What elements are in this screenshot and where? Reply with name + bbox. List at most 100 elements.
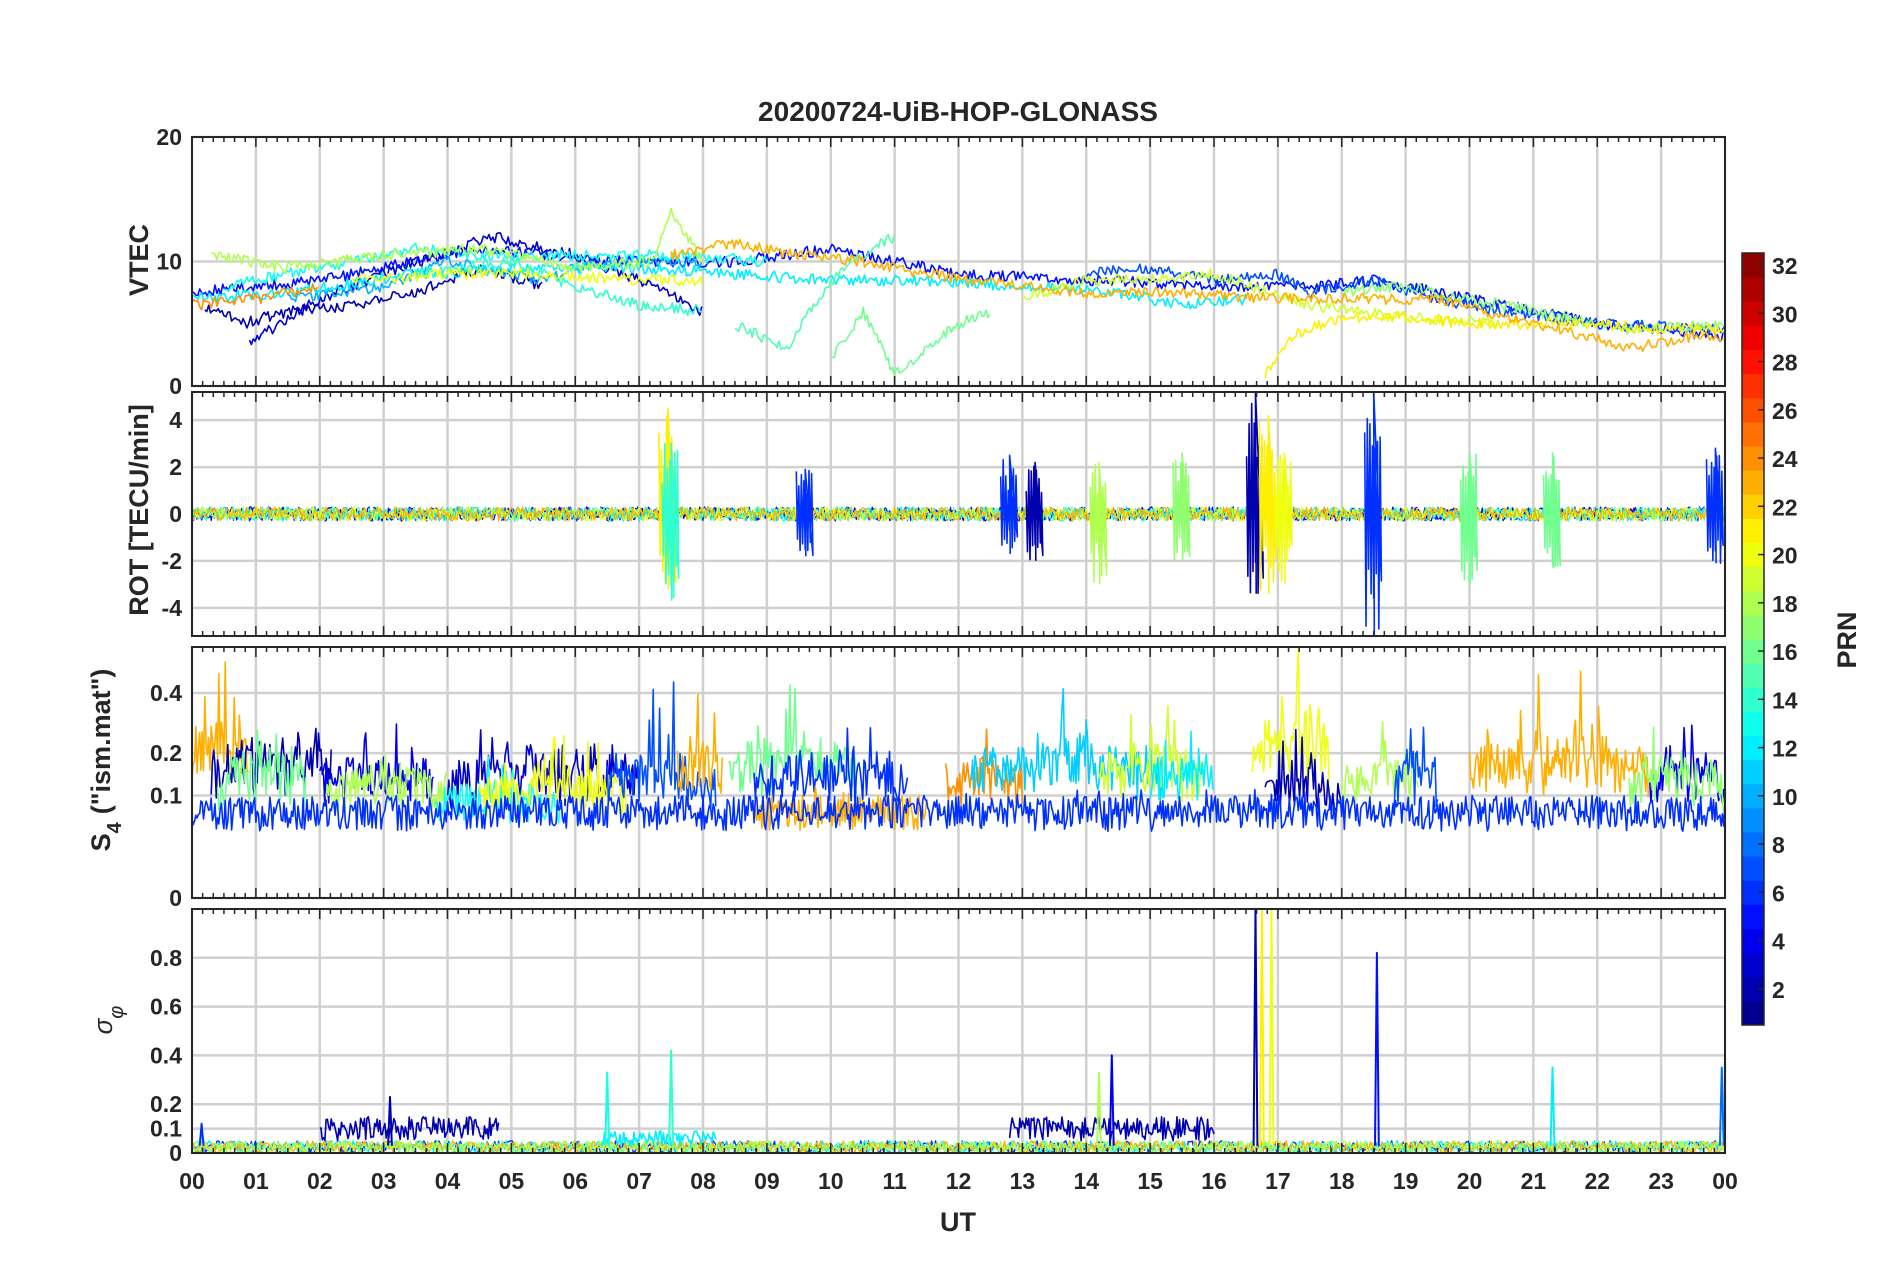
- vtec-line-prn-15: [734, 233, 895, 351]
- colorbar-swatch: [1742, 1000, 1764, 1026]
- x-tick-label: 04: [435, 1168, 461, 1194]
- sigma-spike-prn-18: [1096, 1071, 1102, 1146]
- vtec-series: [191, 207, 1726, 379]
- sigma-phi-series: [191, 908, 1725, 1154]
- colorbar-tick-label: 28: [1772, 350, 1798, 376]
- sigma-spike-prn-8: [1718, 1066, 1725, 1146]
- colorbar-swatch: [1742, 277, 1764, 302]
- vtec-line-prn-16: [830, 306, 991, 376]
- colorbar-swatch: [1742, 687, 1764, 712]
- s4-line-prn-23: [1468, 670, 1650, 798]
- s4-line-prn-12: [1149, 730, 1215, 801]
- colorbar-swatch: [1742, 542, 1764, 568]
- y-tick-label: 0.8: [150, 945, 182, 971]
- colorbar-swatch: [1742, 928, 1764, 954]
- rot-burst-prn-6: [999, 454, 1019, 554]
- s4-line-prn-2: [1264, 728, 1343, 814]
- colorbar-swatch: [1742, 639, 1764, 664]
- vtec-line-prn-14: [414, 256, 702, 317]
- y-tick-label: 0: [169, 501, 182, 527]
- rot-burst-prn-6: [1363, 391, 1383, 637]
- x-tick-label: 14: [1073, 1168, 1099, 1194]
- s4-line-prn-19: [1098, 705, 1202, 803]
- vtec-line-prn-3: [248, 232, 703, 346]
- y-tick-label: 0.2: [150, 740, 182, 766]
- colorbar-swatch: [1742, 783, 1764, 809]
- vtec-line-prn-19: [1021, 268, 1501, 330]
- s4-subscript: 4: [104, 821, 126, 833]
- x-axis: 00 01 02 03 04 05 06 07 08 09 10 11 12 13 14 15 16 17 18 19…: [179, 1168, 1738, 1194]
- x-tick-label: 08: [690, 1168, 716, 1194]
- x-tick-label: 23: [1648, 1168, 1674, 1194]
- vtec-line-prn-18: [210, 207, 703, 274]
- colorbar-swatch: [1742, 856, 1764, 881]
- x-tick-label: 18: [1329, 1168, 1355, 1194]
- colorbar-tick-label: 8: [1772, 832, 1785, 858]
- colorbar-tick-label: 32: [1772, 253, 1798, 279]
- y-tick-label: 0.1: [150, 1116, 182, 1142]
- axes-box: [191, 136, 1726, 387]
- colorbar-tick-label: 16: [1772, 639, 1798, 665]
- s4-series: [191, 647, 1726, 833]
- colorbar-label: PRN: [1832, 611, 1862, 668]
- vtec-line-prn-12: [191, 261, 1247, 310]
- colorbar-swatch: [1742, 301, 1764, 326]
- sigma-segment-prn-2: [1008, 1116, 1215, 1142]
- colorbar-tick-label: 2: [1772, 977, 1785, 1003]
- x-tick-label: 15: [1137, 1168, 1163, 1194]
- x-tick-label: 16: [1201, 1168, 1227, 1194]
- s4-ylabel-rest: ("ism.mat"): [86, 669, 116, 815]
- colorbar-swatch: [1742, 976, 1764, 1002]
- x-tick-label: 00: [179, 1168, 205, 1194]
- colorbar-tick-label: 10: [1772, 784, 1798, 810]
- y-tick-label: 2: [169, 454, 182, 480]
- x-axis-label: UT: [940, 1207, 976, 1237]
- x-tick-label: 12: [946, 1168, 972, 1194]
- colorbar-swatch: [1742, 325, 1764, 350]
- y-tick-label: 0: [169, 885, 182, 911]
- y-tick-label: 0.2: [150, 1091, 182, 1117]
- vtec-panel: 0 10 20: [156, 124, 1727, 399]
- x-tick-label: 17: [1265, 1168, 1291, 1194]
- y-tick-label: -4: [162, 595, 183, 621]
- rot-burst-prn-2: [1025, 461, 1044, 561]
- rot-burst-prn-16: [1542, 452, 1561, 569]
- rot-burst-prn-17: [1172, 452, 1191, 562]
- colorbar-swatch: [1742, 590, 1764, 616]
- x-tick-label: 03: [371, 1168, 397, 1194]
- rot-burst-prn-16: [1459, 452, 1478, 585]
- sigma-spike-prn-12: [1549, 1066, 1556, 1146]
- s4-line-prn-6: [753, 726, 909, 807]
- vtec-line-prn-24: [191, 283, 319, 311]
- y-tick-label: 0.4: [150, 680, 182, 706]
- colorbar-swatch: [1742, 759, 1764, 785]
- colorbar-swatch: [1742, 397, 1764, 423]
- x-tick-label: 19: [1393, 1168, 1419, 1194]
- colorbar-swatch: [1742, 421, 1764, 447]
- colorbar-swatch: [1742, 711, 1764, 736]
- x-tick-label: 05: [499, 1168, 525, 1194]
- colorbar-swatch: [1742, 518, 1764, 543]
- colorbar-swatch: [1742, 470, 1764, 495]
- x-tick-label: 13: [1010, 1168, 1036, 1194]
- colorbar-swatch: [1742, 253, 1764, 278]
- x-tick-label: 20: [1457, 1168, 1483, 1194]
- s4-line-prn-6: [191, 788, 1726, 833]
- y-tick-label: 20: [156, 124, 182, 150]
- colorbar-swatch: [1742, 349, 1764, 375]
- y-tick-label: 0.1: [150, 783, 182, 809]
- axes-box: [191, 391, 1726, 637]
- rot-burst-prn-6: [1705, 447, 1724, 565]
- x-tick-label: 07: [626, 1168, 652, 1194]
- x-tick-label: 22: [1584, 1168, 1610, 1194]
- chart-title: 20200724-UiB-HOP-GLONASS: [758, 96, 1158, 127]
- rot-burst-prn-20: [1274, 452, 1293, 585]
- colorbar-swatch: [1742, 446, 1764, 471]
- sigma-spike-prn-4: [1108, 1054, 1115, 1146]
- rot-ylabel: ROT [TECU/min]: [124, 404, 154, 615]
- s4-line-prn-7: [606, 681, 717, 810]
- x-tick-label: 01: [243, 1168, 269, 1194]
- colorbar-swatch: [1742, 494, 1764, 519]
- sigma-spike-prn-6: [198, 1122, 205, 1146]
